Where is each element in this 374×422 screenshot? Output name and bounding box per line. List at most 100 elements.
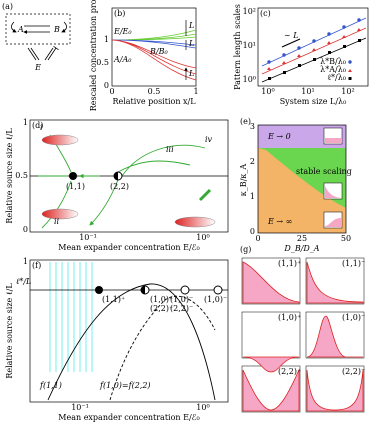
x-axis-label: System size L/λ₀ [280,97,347,106]
x-tick-label: 50 [341,234,351,243]
function-label: f(1,1) [39,381,62,390]
y-tick-label: 2 [250,157,255,166]
fixed-point: (1,0)⁺ [150,295,173,304]
shape-ellipse [41,208,79,220]
x-tick-label: 10⁰ [196,233,209,242]
y-tick-label: 10⁰ [243,75,256,84]
shape-circle [327,32,331,36]
trajectory-label: iii [166,145,174,154]
region-label: E → 0 [267,132,291,141]
curve-label: E/E₀ [113,27,132,36]
arrow-label: L [188,39,194,48]
shape-circle [348,60,352,64]
y-tick-label: 1 [23,257,28,266]
legend-label: λ*A/λ₀ [320,65,346,74]
fixed-point: (1,0)⁻ [204,295,227,304]
curve-label: B/B₀ [149,47,168,56]
shape-path [109,295,216,401]
fixed-point: (2,2)⁺ [150,304,173,313]
shape-rect [257,124,347,234]
x-tick-label: 1 [193,87,198,96]
trajectory-label: iv [205,135,213,144]
x-axis-label: Relative position x/L [112,97,196,106]
y-axis-label: Relative source size ℓ/L [5,283,14,379]
arrow-label: L [188,69,194,78]
panel-label: (a) [2,2,13,11]
node-e: E [34,63,41,72]
node-b: B [53,25,60,34]
fixed-point: (2,2)⁻ [170,304,193,313]
y-axis-label: Rescaled concentration profiles [89,0,98,111]
shape-rect [241,311,301,359]
y-tick-label: 1 [250,192,255,201]
reference-label: ℓ*/L [16,277,31,286]
x-tick-label: 10⁰ [196,403,209,412]
shape-path [47,283,216,401]
shape-circle [180,285,190,295]
panel-shapes [5,7,369,413]
shape-circle [69,172,77,180]
x-tick-label: 25 [297,234,307,243]
shape-g [268,39,361,80]
shape-circle [357,18,361,22]
x-tick-label: 0 [109,87,114,96]
shape-circle [297,46,301,50]
shape-g [242,261,364,412]
shape-path [198,188,212,202]
function-label: f(1,0)=f(2,2) [99,381,151,390]
annotation: ∼ L [284,31,299,40]
y-tick-label: 0 [23,225,28,234]
shape-rect [5,13,71,45]
shape-rect [313,58,316,61]
shape-rect [283,71,286,74]
shape-path [306,315,363,358]
shape-path [306,369,364,412]
node-a: A [17,25,24,34]
fixed-point: (1,1)⁺ [102,295,125,304]
shape-path [242,356,300,373]
shape-rect [348,77,352,80]
x-axis-label: Mean expander concentration E/ℰ₀ [58,243,199,252]
y-tick-label: 10¹ [243,41,256,50]
fixed-point: (1,1) [66,182,85,191]
profile-label: (1,0)⁺ [278,313,301,322]
curve-label: A/A₀ [113,55,132,64]
shape-rect [257,7,369,87]
shape-rect [268,77,271,80]
shape-path [242,369,300,412]
shape-path [242,261,300,304]
shape-path [49,262,93,372]
y-tick-label: 10² [243,7,256,16]
shape-path [27,48,56,61]
x-tick-label: 10⁻¹ [79,233,97,242]
shape-rect [325,138,341,143]
shape-path [11,21,17,33]
shape-path [24,25,50,32]
fixed-point: (1,0)⁻ [170,295,193,304]
shape-g [267,28,361,70]
shape-path [41,134,206,228]
shape-path [141,286,145,294]
y-tick-label: 0.5 [15,171,28,180]
shape-path [306,261,364,304]
shape-rect [29,259,229,403]
y-axis-label: Pattern length scales [233,4,242,90]
panel-label: (b) [114,9,125,18]
panel-label: (e) [240,117,251,126]
y-tick-label: 1 [104,35,109,44]
panel-label: (f) [32,261,41,270]
trajectory-label: ii [54,217,60,226]
shape-path [30,47,54,61]
panel-label: (d) [32,121,43,130]
region-label: stable scaling [296,167,352,176]
y-axis-label: Relative source size ℓ/L [5,128,14,224]
shape-circle [213,285,223,295]
x-tick-label: 10¹ [301,87,314,96]
shape-g [49,262,93,372]
y-tick-label: 3 [250,122,255,131]
arrow-label: L [188,21,194,30]
shape-rect [111,7,197,87]
shape-path [348,69,352,72]
shape-path [325,218,341,227]
shape-circle [282,53,286,57]
